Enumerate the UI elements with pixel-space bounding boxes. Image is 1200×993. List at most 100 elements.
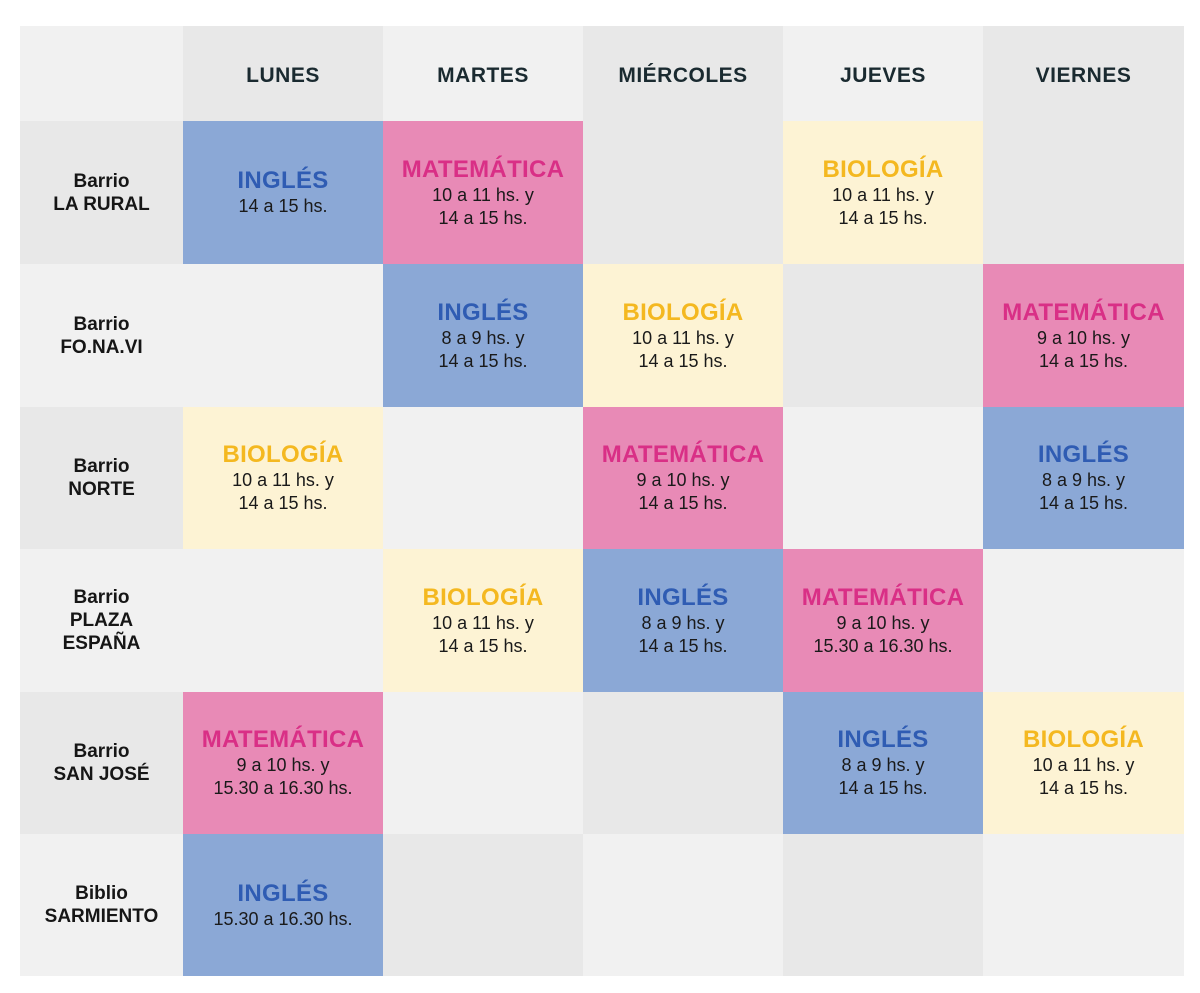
class-time-line: 8 a 9 hs. y	[1041, 470, 1126, 490]
location-label: Barrio NORTE	[68, 455, 135, 501]
day-label: VIERNES	[1035, 63, 1132, 87]
location-label-line: Barrio	[73, 741, 130, 762]
empty-cell	[983, 834, 1184, 976]
subject-name: MATEMÁTICA	[401, 155, 565, 183]
class-time: 9 a 10 hs. y 14 a 15 hs.	[636, 469, 729, 515]
class-time: 10 a 11 hs. y 14 a 15 hs.	[1033, 754, 1135, 800]
class-time-line: 10 a 11 hs. y	[632, 327, 734, 348]
class-time-line: 14 a 15 hs.	[438, 635, 528, 656]
location-label-line: NORTE	[68, 479, 135, 500]
day-header-viernes: VIERNES	[983, 26, 1184, 121]
empty-cell	[183, 264, 383, 407]
class-time-line: 14 a 15 hs.	[838, 778, 928, 798]
subject-name: BIOLOGÍA	[1022, 726, 1145, 753]
day-header-lunes: LUNES	[183, 26, 383, 121]
class-time: 10 a 11 hs. y 14 a 15 hs.	[432, 184, 534, 230]
class-time: 8 a 9 hs. y 14 a 15 hs.	[1039, 469, 1128, 515]
class-time-line: 14 a 15 hs.	[438, 207, 528, 228]
empty-cell	[783, 264, 983, 407]
class-cell-biologia: BIOLOGÍA 10 a 11 hs. y 14 a 15 hs.	[583, 264, 783, 407]
class-time: 9 a 10 hs. y 15.30 a 16.30 hs.	[213, 754, 352, 800]
class-cell-ingles: INGLÉS 15.30 a 16.30 hs.	[183, 834, 383, 976]
class-time-line: 9 a 10 hs. y	[636, 470, 730, 490]
class-time-line: 14 a 15 hs.	[638, 350, 728, 371]
class-time-line: 14 a 15 hs.	[1038, 493, 1129, 513]
class-time-line: 14 a 15 hs.	[238, 493, 328, 513]
class-time-line: 10 a 11 hs. y	[432, 612, 534, 633]
empty-cell	[383, 692, 583, 834]
empty-cell	[983, 121, 1184, 264]
class-time-line: 14 a 15 hs.	[438, 350, 528, 371]
day-label: JUEVES	[840, 63, 926, 87]
class-time-line: 10 a 11 hs. y	[232, 470, 334, 490]
location-label-line: Barrio	[73, 456, 130, 477]
subject-name: MATEMÁTICA	[601, 441, 765, 468]
row-header: Barrio SAN JOSÉ	[20, 692, 183, 834]
location-label: Barrio PLAZA ESPAÑA	[63, 586, 141, 655]
subject-name: MATEMÁTICA	[801, 583, 965, 611]
class-time-line: 9 a 10 hs. y	[236, 755, 330, 775]
class-cell-matematica: MATEMÁTICA 9 a 10 hs. y 14 a 15 hs.	[983, 264, 1184, 407]
class-time: 9 a 10 hs. y 15.30 a 16.30 hs.	[813, 612, 952, 658]
class-cell-matematica: MATEMÁTICA 10 a 11 hs. y 14 a 15 hs.	[383, 121, 583, 264]
class-time-line: 10 a 11 hs. y	[1032, 755, 1135, 775]
class-cell-matematica: MATEMÁTICA 9 a 10 hs. y 15.30 a 16.30 hs.	[183, 692, 383, 834]
row-header: Barrio NORTE	[20, 407, 183, 549]
subject-name: INGLÉS	[437, 298, 529, 326]
location-label: Barrio LA RURAL	[53, 170, 149, 216]
empty-cell	[783, 407, 983, 549]
empty-cell	[983, 549, 1184, 692]
class-time-line: 14 a 15 hs.	[1038, 350, 1129, 371]
class-time-line: 14 a 15 hs.	[238, 196, 328, 216]
subject-name: BIOLOGÍA	[822, 155, 944, 183]
class-time-line: 14 a 15 hs.	[638, 493, 728, 513]
subject-name: INGLÉS	[237, 167, 329, 194]
class-cell-ingles: INGLÉS 8 a 9 hs. y 14 a 15 hs.	[583, 549, 783, 692]
day-label: MIÉRCOLES	[618, 63, 748, 87]
class-cell-ingles: INGLÉS 8 a 9 hs. y 14 a 15 hs.	[983, 407, 1184, 549]
class-time-line: 10 a 11 hs. y	[432, 184, 534, 205]
day-label: LUNES	[246, 63, 320, 87]
class-time-line: 15.30 a 16.30 hs.	[813, 635, 953, 656]
empty-cell	[583, 834, 783, 976]
subject-name: BIOLOGÍA	[622, 298, 744, 326]
class-cell-biologia: BIOLOGÍA 10 a 11 hs. y 14 a 15 hs.	[983, 692, 1184, 834]
empty-cell	[383, 834, 583, 976]
empty-cell	[383, 407, 583, 549]
empty-cell	[783, 834, 983, 976]
class-time-line: 15.30 a 16.30 hs.	[213, 778, 353, 798]
day-label: MARTES	[437, 63, 529, 87]
location-label-line: PLAZA	[69, 610, 134, 631]
class-time: 10 a 11 hs. y 14 a 15 hs.	[232, 469, 334, 515]
location-label-line: Barrio	[73, 313, 130, 335]
class-cell-matematica: MATEMÁTICA 9 a 10 hs. y 15.30 a 16.30 hs.	[783, 549, 983, 692]
class-time-line: 8 a 9 hs. y	[441, 327, 525, 348]
subject-name: BIOLOGÍA	[222, 441, 344, 468]
empty-cell	[183, 549, 383, 692]
row-header: Biblio SARMIENTO	[20, 834, 183, 976]
class-time-line: 8 a 9 hs. y	[841, 755, 925, 775]
class-cell-ingles: INGLÉS 14 a 15 hs.	[183, 121, 383, 264]
location-label-line: LA RURAL	[53, 193, 150, 215]
class-time: 15.30 a 16.30 hs.	[213, 908, 352, 931]
location-label: Barrio SAN JOSÉ	[53, 740, 149, 786]
class-time-line: 14 a 15 hs.	[638, 635, 728, 656]
class-cell-ingles: INGLÉS 8 a 9 hs. y 14 a 15 hs.	[783, 692, 983, 834]
subject-name: INGLÉS	[237, 879, 329, 907]
row-header: Barrio LA RURAL	[20, 121, 183, 264]
location-label: Biblio SARMIENTO	[45, 882, 159, 928]
class-time-line: 14 a 15 hs.	[1038, 778, 1129, 798]
location-label-line: SAN JOSÉ	[53, 764, 150, 785]
schedule-table: LUNES MARTES MIÉRCOLES JUEVES VIERNES Barrio L…	[20, 26, 1184, 976]
location-label-line: FO.NA.VI	[60, 336, 143, 358]
location-label-line: ESPAÑA	[62, 633, 141, 654]
class-cell-ingles: INGLÉS 8 a 9 hs. y 14 a 15 hs.	[383, 264, 583, 407]
class-time: 10 a 11 hs. y 14 a 15 hs.	[832, 184, 934, 230]
class-time-line: 10 a 11 hs. y	[832, 184, 934, 205]
subject-name: BIOLOGÍA	[422, 583, 544, 611]
subject-name: INGLÉS	[637, 583, 729, 611]
day-header-miercoles: MIÉRCOLES	[583, 26, 783, 121]
class-time: 8 a 9 hs. y 14 a 15 hs.	[638, 612, 727, 658]
class-time: 10 a 11 hs. y 14 a 15 hs.	[432, 612, 534, 658]
location-label-line: SARMIENTO	[44, 906, 159, 927]
